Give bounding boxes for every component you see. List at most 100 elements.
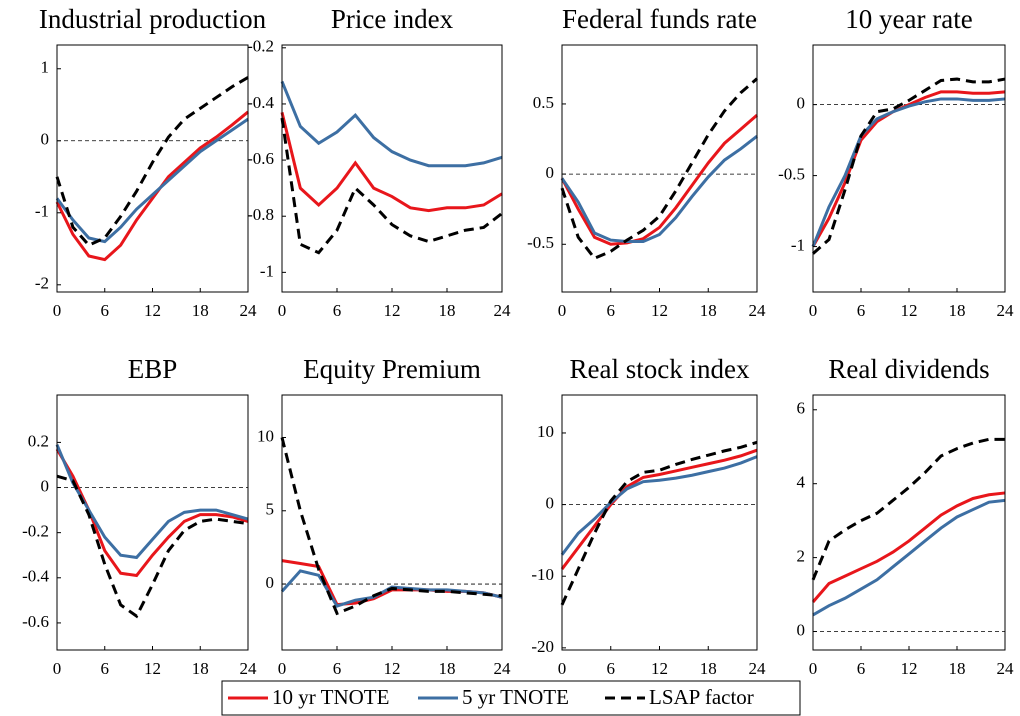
legend-box [221, 680, 801, 716]
plot-frame [56, 44, 249, 293]
y-tick-label: -1 [35, 202, 49, 221]
panel-title: Federal funds rate [562, 4, 757, 34]
panel-title: Equity Premium [303, 354, 481, 384]
series-line [811, 90, 1006, 248]
x-tick-label: 12 [651, 659, 668, 678]
plot-frame [281, 394, 503, 651]
legend-label: 5 yr TNOTE [462, 685, 569, 709]
x-tick-label: 24 [749, 301, 767, 320]
x-tick-label: 18 [949, 659, 966, 678]
panel-title: Real stock index [570, 354, 750, 384]
series-line [55, 117, 249, 244]
y-tick-label: -10 [531, 565, 554, 584]
y-tick-label: -0.2 [247, 37, 274, 56]
legend-label: LSAP factor [649, 685, 754, 709]
x-tick-label: 0 [809, 301, 818, 320]
x-tick-label: 24 [997, 659, 1015, 678]
y-tick-label: 0 [797, 620, 806, 639]
series-line [560, 440, 758, 606]
y-tick-label: 10 [537, 422, 554, 441]
x-tick-label: 18 [949, 301, 966, 320]
y-tick-label: 0 [797, 94, 806, 113]
y-tick-label: 0 [266, 573, 275, 592]
y-tick-label: 0 [41, 130, 50, 149]
x-tick-label: 18 [192, 659, 209, 678]
x-tick-label: 12 [901, 301, 918, 320]
x-tick-label: 6 [857, 659, 866, 678]
x-tick-label: 24 [494, 301, 512, 320]
series-line [280, 112, 503, 213]
x-tick-label: 12 [651, 301, 668, 320]
panel-title: Industrial production [39, 4, 267, 34]
x-tick-label: 18 [192, 301, 209, 320]
y-tick-label: -1 [791, 235, 805, 254]
x-tick-label: 18 [439, 659, 456, 678]
series-line [55, 110, 249, 262]
y-tick-label: 0.5 [533, 93, 554, 112]
series-line [811, 97, 1006, 248]
y-tick-label: -0.8 [247, 205, 274, 224]
series-line [55, 76, 249, 248]
series-line [280, 437, 503, 616]
legend: 10 yr TNOTE 5 yr TNOTE LSAP factor [228, 685, 754, 709]
series-line [280, 80, 503, 168]
plot-frame [281, 44, 503, 293]
panel-title: Real dividends [828, 354, 989, 384]
panel-title: Price index [331, 4, 454, 34]
panel-title: EBP [128, 354, 178, 384]
x-tick-label: 6 [333, 301, 342, 320]
x-tick-label: 18 [700, 301, 717, 320]
x-tick-label: 0 [558, 301, 567, 320]
x-tick-label: 24 [240, 659, 258, 678]
x-tick-label: 6 [607, 301, 616, 320]
series-line [560, 448, 758, 570]
x-tick-label: 0 [278, 301, 287, 320]
x-tick-label: 6 [607, 659, 616, 678]
x-tick-label: 18 [700, 659, 717, 678]
y-tick-label: -0.4 [22, 567, 49, 586]
y-tick-label: -0.4 [247, 93, 274, 112]
x-tick-label: 12 [901, 659, 918, 678]
series-line [560, 77, 758, 261]
y-tick-label: 0.2 [28, 431, 49, 450]
plot-frame [56, 394, 249, 651]
series-line [812, 498, 1006, 617]
series-line [560, 135, 758, 243]
x-tick-label: 6 [333, 659, 342, 678]
y-tick-label: -0.5 [527, 233, 554, 252]
x-tick-label: 6 [101, 659, 110, 678]
y-tick-label: 0 [41, 476, 50, 495]
x-tick-label: 0 [278, 659, 287, 678]
x-tick-label: 12 [384, 659, 401, 678]
x-tick-label: 24 [240, 301, 258, 320]
y-tick-label: -0.5 [778, 165, 805, 184]
x-tick-label: 0 [53, 659, 62, 678]
y-tick-label: -1 [260, 261, 274, 280]
x-tick-label: 6 [101, 301, 110, 320]
series-line [560, 114, 758, 246]
x-tick-label: 0 [53, 301, 62, 320]
y-tick-label: 2 [797, 547, 806, 566]
series-line [56, 474, 249, 619]
plot-frame [812, 44, 1006, 293]
legend-label: 10 yr TNOTE [272, 685, 389, 709]
series-line [811, 491, 1006, 603]
series-line [55, 444, 249, 560]
x-tick-label: 24 [997, 301, 1015, 320]
series-line [280, 117, 503, 255]
x-tick-label: 24 [749, 659, 767, 678]
x-tick-label: 6 [857, 301, 866, 320]
y-tick-label: -20 [531, 637, 554, 656]
y-tick-label: -0.6 [22, 612, 49, 631]
y-tick-label: 0 [546, 163, 555, 182]
x-tick-label: 0 [809, 659, 818, 678]
y-tick-label: 6 [797, 399, 806, 418]
panel-title: 10 year rate [845, 4, 972, 34]
y-tick-label: -0.6 [247, 149, 274, 168]
y-tick-label: 0 [546, 493, 555, 512]
x-tick-label: 0 [558, 659, 567, 678]
series-line [812, 77, 1006, 255]
x-tick-label: 12 [144, 301, 161, 320]
plot-frame [812, 394, 1006, 651]
